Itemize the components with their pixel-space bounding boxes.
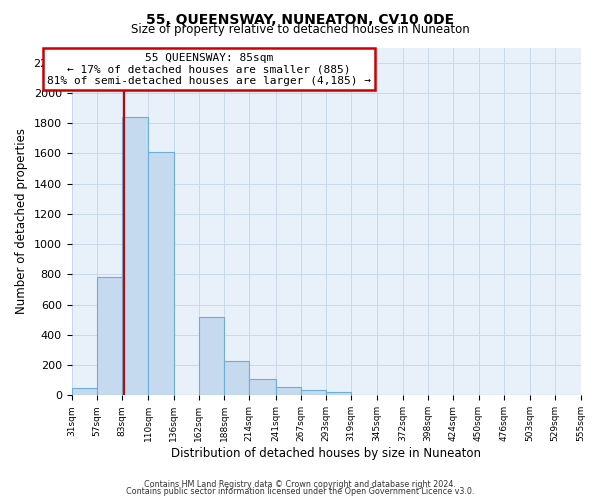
Bar (97, 278, 122, 396)
Bar (122, 117, 148, 396)
Bar (275, 387, 301, 396)
Text: 55, QUEENSWAY, NUNEATON, CV10 0DE: 55, QUEENSWAY, NUNEATON, CV10 0DE (146, 12, 454, 26)
Bar (326, 392, 351, 396)
Text: 55 QUEENSWAY: 85sqm
← 17% of detached houses are smaller (885)
81% of semi-detac: 55 QUEENSWAY: 85sqm ← 17% of detached ho… (47, 52, 371, 86)
Bar (199, 316, 224, 396)
Bar (249, 380, 275, 396)
X-axis label: Distribution of detached houses by size in Nuneaton: Distribution of detached houses by size … (171, 447, 481, 460)
Text: Size of property relative to detached houses in Nuneaton: Size of property relative to detached ho… (131, 22, 469, 36)
Bar (224, 360, 249, 396)
Bar (71, 388, 97, 396)
Text: Contains public sector information licensed under the Open Government Licence v3: Contains public sector information licen… (126, 487, 474, 496)
Text: Contains HM Land Registry data © Crown copyright and database right 2024.: Contains HM Land Registry data © Crown c… (144, 480, 456, 489)
Y-axis label: Number of detached properties: Number of detached properties (15, 128, 28, 314)
Bar (301, 390, 326, 396)
Bar (148, 152, 173, 396)
